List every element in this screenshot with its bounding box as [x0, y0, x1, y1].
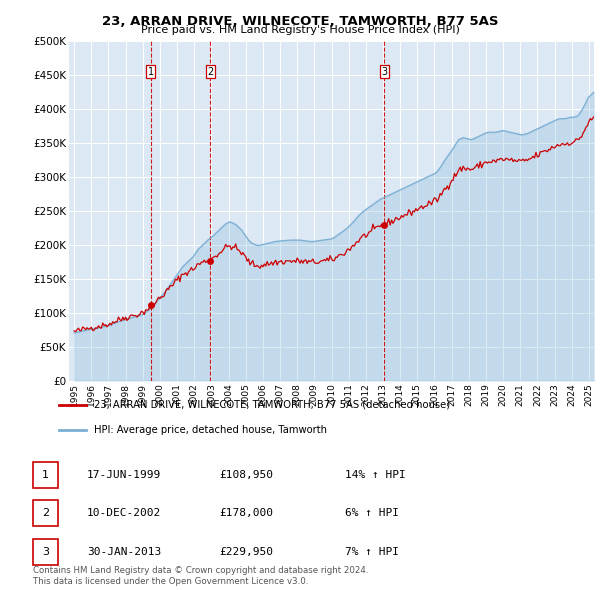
Text: 1: 1 [148, 67, 154, 77]
Text: £178,000: £178,000 [219, 509, 273, 518]
Text: 7% ↑ HPI: 7% ↑ HPI [345, 547, 399, 556]
Text: 30-JAN-2013: 30-JAN-2013 [87, 547, 161, 556]
Text: 6% ↑ HPI: 6% ↑ HPI [345, 509, 399, 518]
Text: 2: 2 [42, 509, 49, 518]
Text: 23, ARRAN DRIVE, WILNECOTE, TAMWORTH, B77 5AS: 23, ARRAN DRIVE, WILNECOTE, TAMWORTH, B7… [102, 15, 498, 28]
Text: 3: 3 [42, 547, 49, 556]
Text: 3: 3 [381, 67, 388, 77]
Text: HPI: Average price, detached house, Tamworth: HPI: Average price, detached house, Tamw… [94, 425, 327, 435]
Text: 23, ARRAN DRIVE, WILNECOTE, TAMWORTH, B77 5AS (detached house): 23, ARRAN DRIVE, WILNECOTE, TAMWORTH, B7… [94, 399, 450, 409]
Text: 10-DEC-2002: 10-DEC-2002 [87, 509, 161, 518]
Text: £229,950: £229,950 [219, 547, 273, 556]
Text: 17-JUN-1999: 17-JUN-1999 [87, 470, 161, 480]
Text: £108,950: £108,950 [219, 470, 273, 480]
Text: Price paid vs. HM Land Registry's House Price Index (HPI): Price paid vs. HM Land Registry's House … [140, 25, 460, 35]
Text: 2: 2 [207, 67, 214, 77]
Text: 14% ↑ HPI: 14% ↑ HPI [345, 470, 406, 480]
Text: 1: 1 [42, 470, 49, 480]
Text: Contains HM Land Registry data © Crown copyright and database right 2024.
This d: Contains HM Land Registry data © Crown c… [33, 566, 368, 586]
